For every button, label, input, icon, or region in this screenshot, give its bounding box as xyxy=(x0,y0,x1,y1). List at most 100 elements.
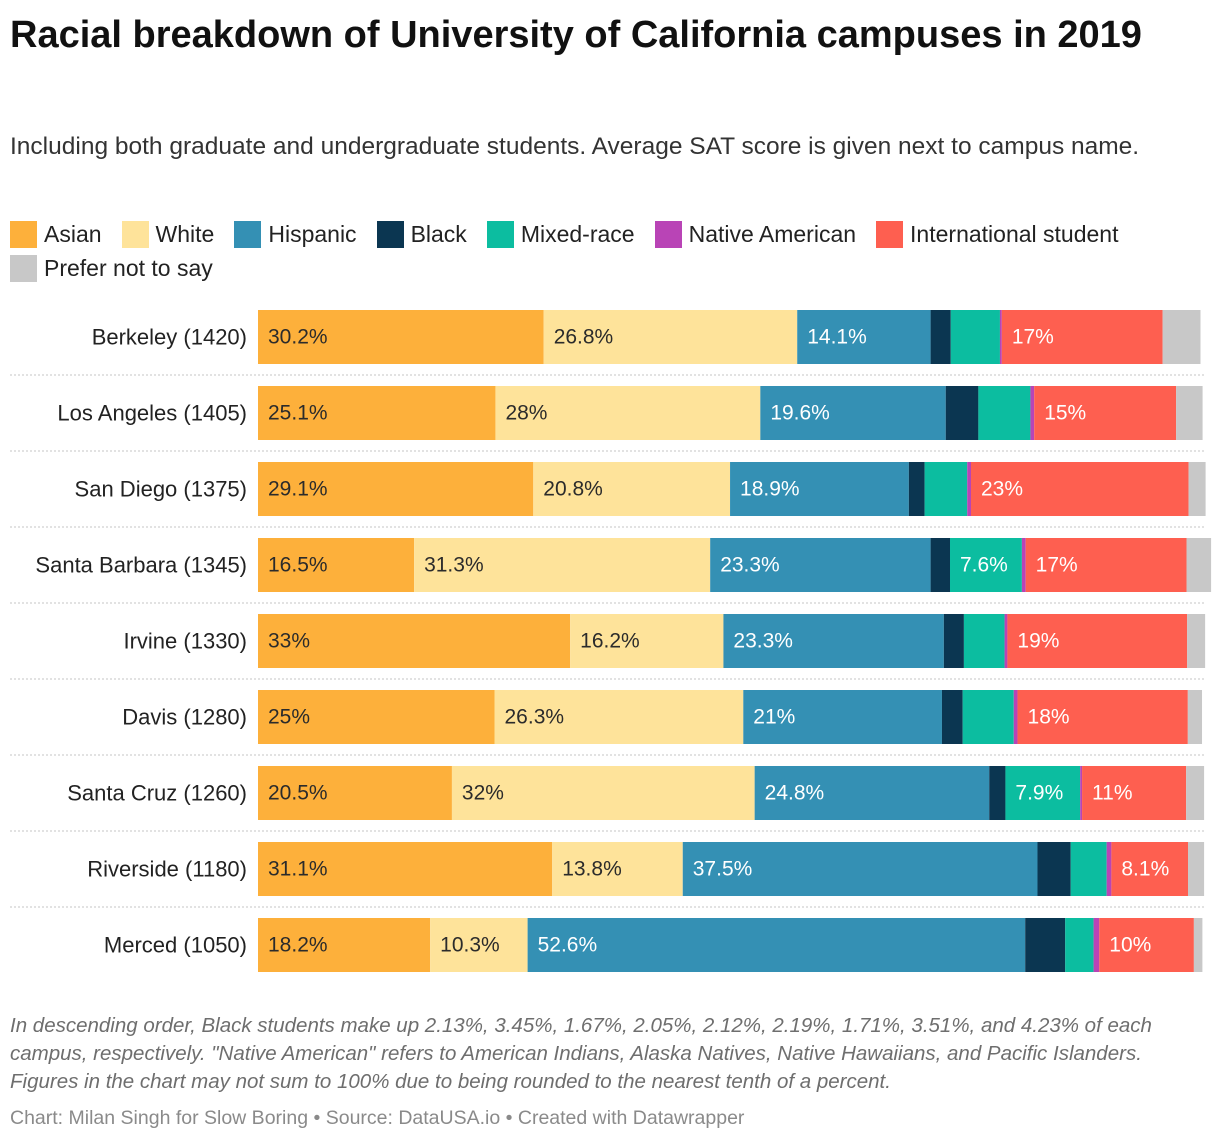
category-label: Santa Cruz (1260) xyxy=(67,781,247,806)
bar-segment-international-student xyxy=(1082,766,1187,820)
bar-segment-international-student xyxy=(1001,310,1163,364)
data-label: 16.5% xyxy=(268,554,328,577)
bar-segment-hispanic xyxy=(797,310,931,364)
category-label: Santa Barbara (1345) xyxy=(35,553,247,578)
legend-item-hispanic: Hispanic xyxy=(234,220,357,248)
data-label: 16.2% xyxy=(580,630,640,653)
bar-row: Santa Barbara (1345) 16.5% 31.3% 23.3% 7.6% 1… xyxy=(10,538,1212,604)
legend-label: Asian xyxy=(44,220,102,247)
data-label: 18.9% xyxy=(740,478,800,501)
bar-segment-international-student xyxy=(1099,918,1194,972)
legend-swatch xyxy=(10,220,37,248)
bar-segment-black xyxy=(1037,842,1071,896)
bar-segment-white xyxy=(451,766,755,820)
legend-label: Prefer not to say xyxy=(44,254,213,281)
bar-row: Santa Cruz (1260) 20.5% 32% 24.8% 7.9% 11% xyxy=(10,766,1205,832)
data-label: 20.5% xyxy=(268,782,328,805)
bar-segment-white xyxy=(570,614,724,668)
bar-segment-white xyxy=(552,842,683,896)
data-label: 7.9% xyxy=(1015,782,1063,805)
bar-segment-native-american xyxy=(1093,918,1100,972)
data-label: 21% xyxy=(753,706,795,729)
bar-segment-native-american xyxy=(999,310,1002,364)
legend-label: White xyxy=(155,220,215,247)
data-label: 37.5% xyxy=(693,858,753,881)
bar-segment-native-american xyxy=(967,462,972,516)
bar-segment-international-student xyxy=(1017,690,1188,744)
data-label: 24.8% xyxy=(765,782,825,805)
bar-row: San Diego (1375) 29.1% 20.8% 18.9% 23% xyxy=(10,462,1206,528)
bar-segment-native-american xyxy=(1013,690,1018,744)
bar-segment-black xyxy=(1025,918,1066,972)
legend-swatch xyxy=(10,254,37,282)
legend-swatch xyxy=(486,220,514,248)
data-label: 29.1% xyxy=(268,478,328,501)
bar-segment-native-american xyxy=(1030,386,1035,440)
bar-segment-white xyxy=(430,918,528,972)
data-label: 19.6% xyxy=(770,402,830,425)
legend-item-prefer-not-to-say: Prefer not to say xyxy=(10,254,213,282)
bar-segment-mixed-race xyxy=(1065,918,1094,972)
data-label: 19% xyxy=(1017,630,1059,653)
data-label: 14.1% xyxy=(807,326,867,349)
data-label: 18.2% xyxy=(268,934,328,957)
legend-swatch xyxy=(234,220,262,248)
bar-segment-native-american xyxy=(1021,538,1026,592)
chart-source: Chart: Milan Singh for Slow Boring • Sou… xyxy=(10,1107,745,1129)
bar-segment-asian xyxy=(258,842,553,896)
data-label: 26.8% xyxy=(554,326,614,349)
bar-segment-black xyxy=(989,766,1006,820)
legend-swatch xyxy=(376,220,404,248)
data-label: 52.6% xyxy=(538,934,598,957)
chart-subtitle: Including both graduate and undergraduat… xyxy=(10,133,1140,160)
bar-segment-white xyxy=(414,538,711,592)
category-label: Merced (1050) xyxy=(104,933,247,958)
data-label: 10.3% xyxy=(440,934,500,957)
category-label: San Diego (1375) xyxy=(75,477,247,502)
bar-segment-hispanic xyxy=(760,386,946,440)
bar-segment-prefer-not-to-say xyxy=(1188,462,1206,516)
bar-row: Los Angeles (1405) 25.1% 28% 19.6% 15% xyxy=(10,386,1205,452)
bar-segment-asian xyxy=(258,690,495,744)
bar-segment-hispanic xyxy=(743,690,942,744)
bar-segment-asian xyxy=(258,614,571,668)
data-label: 13.8% xyxy=(562,858,622,881)
bar-segment-international-student xyxy=(1025,538,1187,592)
data-label: 23.3% xyxy=(720,554,780,577)
bar-segment-black xyxy=(941,690,963,744)
bar-row: Davis (1280) 25% 26.3% 21% 18% xyxy=(10,690,1205,756)
bar-segment-mixed-race xyxy=(962,690,1014,744)
legend-item-international-student: International student xyxy=(876,220,1118,248)
bar-segment-prefer-not-to-say xyxy=(1187,614,1206,668)
chart-notes: In descending order, Black students make… xyxy=(10,1014,1152,1093)
data-label: 18% xyxy=(1028,706,1070,729)
data-label: 23.3% xyxy=(733,630,793,653)
data-label: 31.3% xyxy=(424,554,484,577)
bar-segment-asian xyxy=(258,766,452,820)
bar-segment-mixed-race xyxy=(1070,842,1107,896)
bar-row: Irvine (1330) 33% 16.2% 23.3% 19% xyxy=(10,614,1206,680)
legend-item-mixed-race: Mixed-race xyxy=(486,220,635,248)
data-label: 17% xyxy=(1036,554,1078,577)
bar-segment-mixed-race xyxy=(950,310,1000,364)
legend-label: Hispanic xyxy=(268,220,357,247)
data-label: 7.6% xyxy=(960,554,1008,577)
bar-segment-prefer-not-to-say xyxy=(1186,766,1205,820)
category-label: Los Angeles (1405) xyxy=(57,401,247,426)
bar-segment-international-student xyxy=(1111,842,1189,896)
data-label: 8.1% xyxy=(1121,858,1169,881)
bar-segment-white xyxy=(495,386,761,440)
chart-title: Racial breakdown of University of Califo… xyxy=(10,14,1142,56)
data-label: 28% xyxy=(505,402,547,425)
bar-segment-prefer-not-to-say xyxy=(1187,690,1203,744)
bar-segment-hispanic xyxy=(710,538,931,592)
data-label: 15% xyxy=(1044,402,1086,425)
bar-segment-white xyxy=(494,690,744,744)
bar-segment-white xyxy=(533,462,731,516)
bar-segment-mixed-race xyxy=(978,386,1031,440)
data-label: 20.8% xyxy=(543,478,603,501)
category-label: Riverside (1180) xyxy=(87,857,247,882)
bar-segment-asian xyxy=(258,310,544,364)
legend-label: Native American xyxy=(688,220,857,247)
data-label: 25% xyxy=(268,706,310,729)
